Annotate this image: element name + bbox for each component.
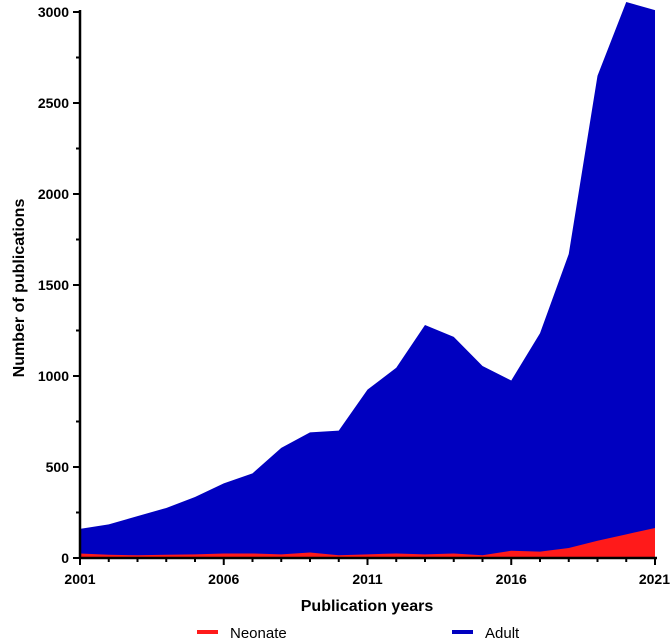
x-tick-label: 2016	[496, 571, 527, 587]
x-tick-label: 2006	[208, 571, 239, 587]
x-tick-label: 2001	[64, 571, 95, 587]
y-tick-label: 500	[46, 459, 70, 475]
x-tick-label: 2011	[352, 571, 383, 587]
y-tick-label: 0	[61, 550, 69, 566]
area-series-layer	[80, 1, 655, 559]
y-tick-label: 1500	[38, 277, 69, 293]
x-tick-label: 2021	[639, 571, 670, 587]
legend-label-neonate: Neonate	[230, 625, 287, 642]
y-axis-ticks: 0 500 1000 1500 2000 2500 3000	[38, 4, 80, 566]
y-tick-label: 2000	[38, 186, 69, 202]
y-tick-label: 2500	[38, 95, 69, 111]
x-axis-ticks: 2001 2006 2011 2016 2021	[64, 558, 670, 587]
legend-label-adult: Adult	[485, 625, 520, 642]
y-tick-label: 3000	[38, 4, 69, 20]
y-tick-label: 1000	[38, 368, 69, 384]
area-neonate	[80, 527, 655, 558]
area-adult	[80, 1, 655, 559]
y-axis-title: Number of publications	[11, 199, 28, 378]
x-axis-title: Publication years	[301, 598, 434, 615]
legend: Neonate Adult	[197, 625, 520, 642]
